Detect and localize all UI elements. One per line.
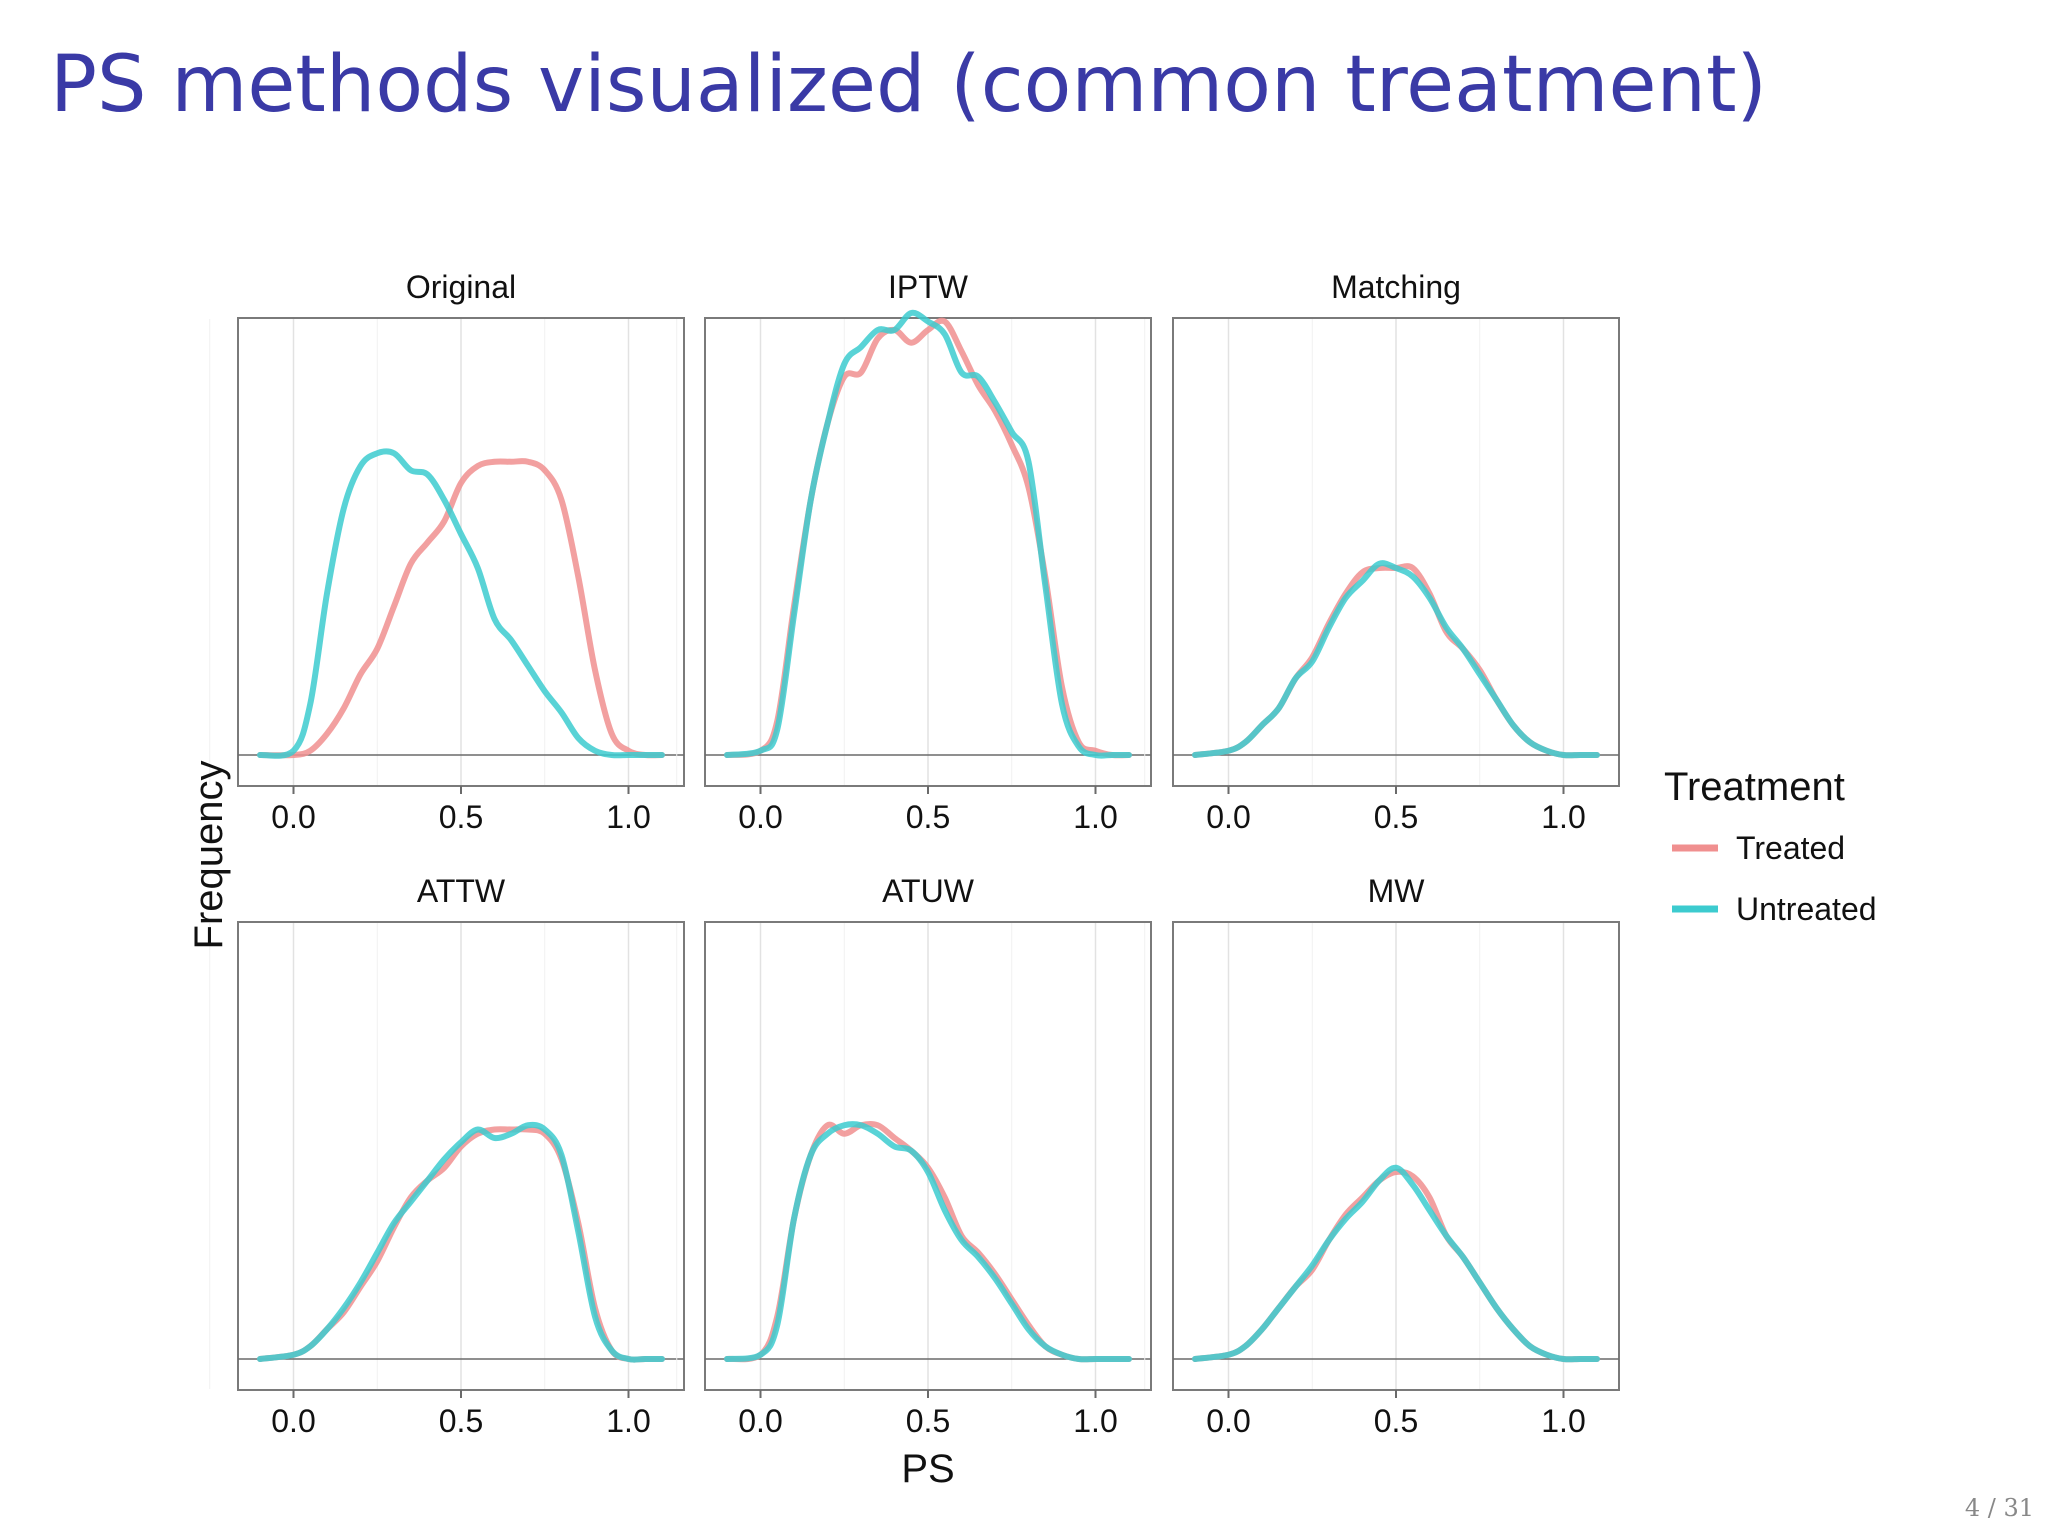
panel-atuw: ATUW 0.0 0.5 1.0 [676,873,1152,1439]
panel-mw: MW 0.0 0.5 1.0 [1144,873,1620,1439]
panel-title: MW [1368,873,1426,909]
panel-title: IPTW [888,269,969,305]
panel-iptw: IPTW 0.0 0.5 1.0 [676,269,1152,835]
panel-original: Original 0.0 0.5 1.0 [209,269,685,835]
legend-label-treated: Treated [1736,830,1845,866]
series-line-untreated [1192,560,1600,759]
panel-title: ATUW [882,873,975,909]
panel-attw: ATTW 0.0 0.5 1.0 [209,873,685,1439]
x-tick-label: 0.5 [439,1403,483,1439]
legend: Treatment Treated Untreated [1664,765,1877,927]
x-tick-label: 0.0 [271,1403,315,1439]
series-line-untreated [1192,1164,1600,1363]
panel-title: Original [406,269,516,305]
series-line-untreated [724,309,1132,759]
legend-label-untreated: Untreated [1736,891,1877,927]
page-number: 4 / 31 [1964,1494,2034,1522]
x-tick-label: 1.0 [1073,799,1117,835]
x-tick-label: 1.0 [1073,1403,1117,1439]
series-line-untreated [257,1121,665,1363]
x-tick-label: 1.0 [606,1403,650,1439]
y-axis-title: Frequency [187,761,231,950]
x-tick-label: 1.0 [606,799,650,835]
x-tick-label: 0.0 [271,799,315,835]
x-tick-label: 0.0 [1206,799,1250,835]
x-tick-label: 0.0 [738,1403,782,1439]
x-tick-label: 0.5 [1374,799,1418,835]
slide-title: PS methods visualized (common treatment) [50,40,1767,130]
panel-title: Matching [1331,269,1461,305]
legend-title: Treatment [1664,765,1845,809]
x-tick-label: 0.0 [738,799,782,835]
x-tick-label: 0.5 [906,1403,950,1439]
series-line-untreated [724,1121,1132,1363]
x-tick-label: 0.5 [439,799,483,835]
x-axis-title: PS [901,1447,954,1491]
x-tick-label: 0.5 [1374,1403,1418,1439]
series-line-untreated [257,448,665,759]
series-line-treated [257,458,665,759]
x-tick-label: 1.0 [1541,1403,1585,1439]
x-tick-label: 0.5 [906,799,950,835]
panel-title: ATTW [417,873,506,909]
panel-matching: Matching 0.0 0.5 1.0 [1144,269,1620,835]
x-tick-label: 1.0 [1541,799,1585,835]
x-tick-label: 0.0 [1206,1403,1250,1439]
